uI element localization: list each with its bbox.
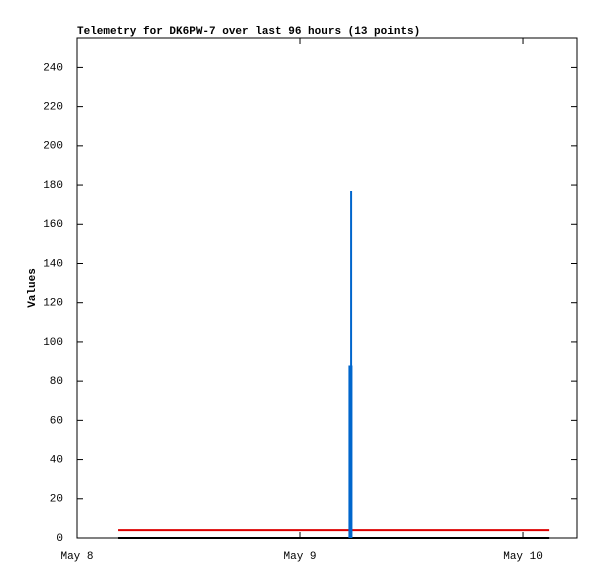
- y-tick-label: 220: [43, 102, 63, 114]
- y-tick-label: 100: [43, 337, 63, 349]
- plot-frame: [76, 37, 578, 539]
- y-tick-label: 60: [50, 415, 63, 427]
- chart-title: Telemetry for DK6PW-7 over last 96 hours…: [77, 26, 420, 38]
- y-tick-label: 20: [50, 494, 63, 506]
- y-tick-label: 120: [43, 298, 63, 310]
- y-axis-label: Values: [27, 268, 39, 308]
- x-tick-label: May 10: [503, 551, 543, 563]
- y-tick-label: 140: [43, 258, 63, 270]
- y-tick-label: 200: [43, 141, 63, 153]
- y-tick-label: 40: [50, 454, 63, 466]
- y-tick-label: 240: [43, 62, 63, 74]
- x-tick-label: May 9: [284, 551, 317, 563]
- y-tick-label: 80: [50, 376, 63, 388]
- y-tick-label: 160: [43, 219, 63, 231]
- y-tick-label: 0: [56, 533, 63, 545]
- x-tick-label: May 8: [60, 551, 93, 563]
- y-tick-label: 180: [43, 180, 63, 192]
